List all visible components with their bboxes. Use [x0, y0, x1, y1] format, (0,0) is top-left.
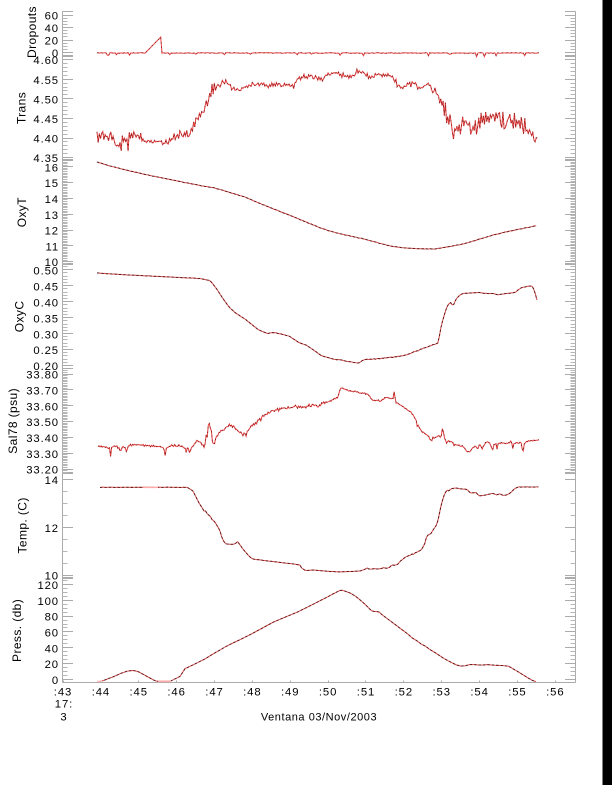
svg-text:0.45: 0.45: [33, 281, 59, 293]
svg-text:0.25: 0.25: [33, 345, 59, 357]
svg-text:33.70: 33.70: [26, 386, 59, 398]
svg-text:0.40: 0.40: [33, 297, 59, 309]
svg-text:4.50: 4.50: [33, 94, 59, 106]
svg-text:80: 80: [45, 612, 59, 624]
svg-text:10: 10: [45, 571, 59, 583]
svg-text::54: :54: [470, 687, 488, 699]
svg-text::48: :48: [243, 687, 261, 699]
svg-text:33.80: 33.80: [26, 370, 59, 382]
svg-text::45: :45: [129, 687, 147, 699]
svg-text:10: 10: [45, 257, 59, 269]
svg-text:14: 14: [45, 194, 59, 206]
svg-text:0.20: 0.20: [33, 361, 59, 373]
svg-text:0.50: 0.50: [33, 265, 59, 277]
svg-text:33.50: 33.50: [26, 417, 59, 429]
svg-text::44: :44: [92, 687, 110, 699]
svg-text:20: 20: [45, 659, 59, 671]
svg-text:120: 120: [37, 580, 59, 592]
svg-text:60: 60: [45, 628, 59, 640]
svg-text::43: :43: [54, 687, 72, 699]
svg-text:17:: 17:: [55, 699, 73, 711]
svg-text:12: 12: [45, 226, 59, 238]
svg-text:33.30: 33.30: [26, 449, 59, 461]
svg-text:16: 16: [45, 162, 59, 174]
svg-text:20: 20: [45, 36, 59, 48]
svg-text::51: :51: [357, 687, 375, 699]
svg-text:Press. (db): Press. (db): [10, 599, 24, 662]
svg-text:4.60: 4.60: [33, 55, 59, 67]
svg-text:OxyC: OxyC: [13, 301, 27, 333]
svg-text::50: :50: [319, 687, 337, 699]
svg-text::49: :49: [281, 687, 299, 699]
svg-text:4.35: 4.35: [33, 153, 59, 165]
svg-text:Trans: Trans: [15, 92, 29, 124]
svg-text:Dropouts: Dropouts: [25, 6, 39, 58]
svg-text:Sal78 (psu): Sal78 (psu): [6, 388, 20, 454]
svg-text:40: 40: [45, 23, 59, 35]
svg-text::46: :46: [167, 687, 185, 699]
svg-text:33.60: 33.60: [26, 401, 59, 413]
svg-text:4.40: 4.40: [33, 134, 59, 146]
svg-text:4.45: 4.45: [33, 114, 59, 126]
svg-text:0: 0: [52, 48, 59, 60]
svg-text:60: 60: [45, 11, 59, 23]
svg-text:Ventana 03/Nov/2003: Ventana 03/Nov/2003: [261, 712, 377, 724]
svg-text:0: 0: [52, 675, 59, 687]
svg-text:12: 12: [45, 523, 59, 535]
svg-text:OxyT: OxyT: [15, 197, 29, 228]
svg-text:33.20: 33.20: [26, 465, 59, 477]
svg-text:13: 13: [45, 210, 59, 222]
svg-text::55: :55: [508, 687, 526, 699]
svg-text:11: 11: [45, 241, 59, 253]
svg-text:14: 14: [45, 475, 59, 487]
svg-text:0.35: 0.35: [33, 313, 59, 325]
svg-text:15: 15: [45, 178, 59, 190]
svg-text:4.55: 4.55: [33, 75, 59, 87]
svg-text::56: :56: [546, 687, 564, 699]
svg-text:40: 40: [45, 643, 59, 655]
svg-text::52: :52: [395, 687, 413, 699]
svg-text:3: 3: [60, 712, 67, 724]
svg-text:33.40: 33.40: [26, 433, 59, 445]
svg-text:100: 100: [37, 596, 59, 608]
svg-text::47: :47: [205, 687, 223, 699]
svg-text::53: :53: [432, 687, 450, 699]
svg-text:0.30: 0.30: [33, 329, 59, 341]
svg-text:Temp. (C): Temp. (C): [15, 497, 29, 553]
